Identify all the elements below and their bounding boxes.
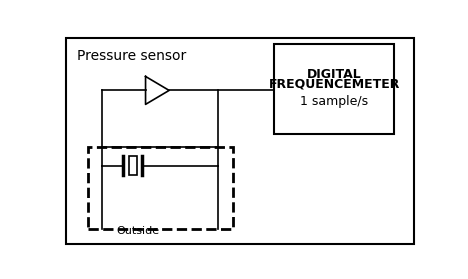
Text: 1 sample/s: 1 sample/s xyxy=(300,95,368,108)
Text: FREQUENCEMETER: FREQUENCEMETER xyxy=(269,78,400,90)
Text: Pressure sensor: Pressure sensor xyxy=(77,49,186,62)
Bar xyxy=(274,44,394,134)
Text: DIGITAL: DIGITAL xyxy=(307,68,361,81)
Text: Outside: Outside xyxy=(117,227,160,237)
Bar xyxy=(129,157,137,175)
Bar xyxy=(88,147,233,229)
